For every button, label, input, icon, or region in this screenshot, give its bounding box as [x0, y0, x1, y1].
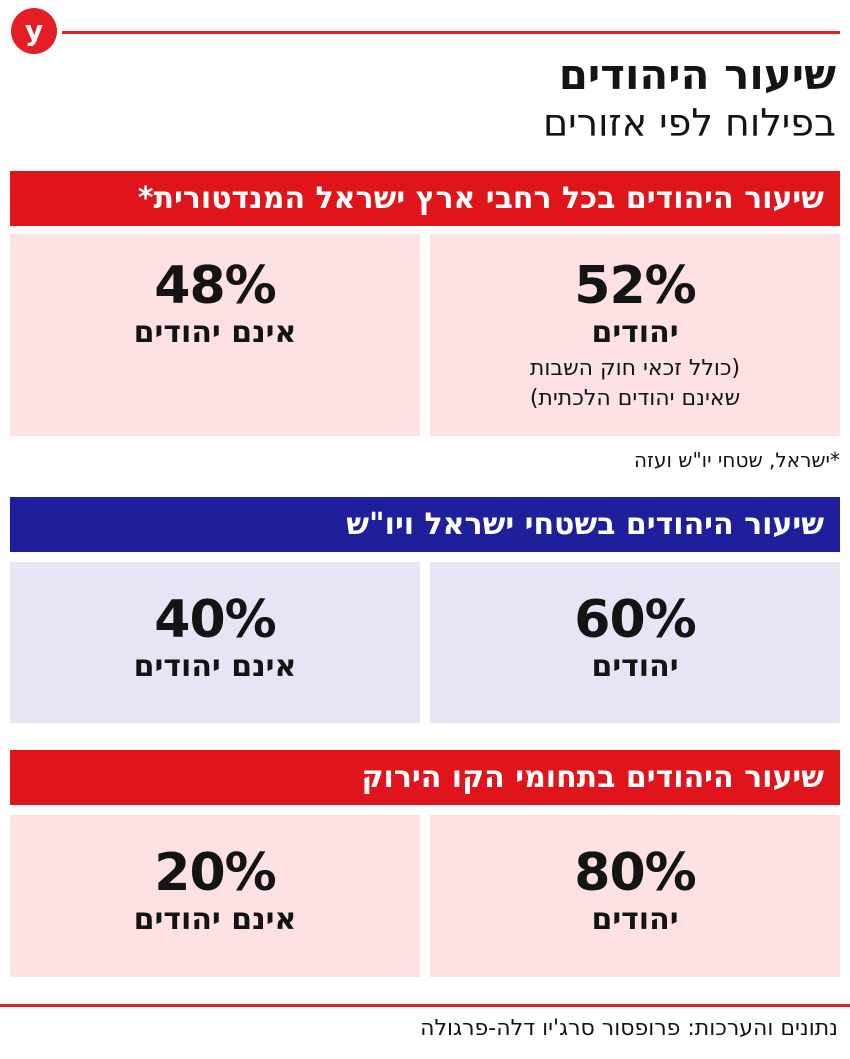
card-jews-israel-west-bank: 60% יהודים — [430, 562, 840, 723]
percent-value: 40% — [154, 590, 276, 650]
section-header-mandatory-palestine: שיעור היהודים בכל רחבי ארץ ישראל המנדטור… — [10, 171, 840, 226]
group-label: אינם יהודים — [133, 902, 297, 937]
note-line-1: (כולל זכאי חוק השבות — [529, 356, 741, 381]
percent-value: 20% — [154, 843, 276, 903]
group-label: יהודים — [591, 649, 679, 684]
card-non-jews-mandatory: 48% אינם יהודים — [10, 234, 420, 436]
section-header-israel-west-bank: שיעור היהודים בשטחי ישראל ויו"ש — [10, 497, 840, 552]
note-line-2: שאינם יהודים הלכתית) — [529, 386, 741, 411]
section-header-green-line: שיעור היהודים בתחומי הקו הירוק — [10, 750, 840, 805]
section-title: שיעור היהודים בשטחי ישראל ויו"ש — [346, 507, 824, 542]
card-non-jews-israel-west-bank: 40% אינם יהודים — [10, 562, 420, 723]
percent-value: 48% — [154, 256, 276, 316]
source-credit: נתונים והערכות: פרופסור סרג'יו דלה-פרגול… — [420, 1016, 838, 1041]
card-jews-mandatory: 52% יהודים (כולל זכאי חוק השבות שאינם יה… — [430, 234, 840, 436]
section-title: שיעור היהודים בתחומי הקו הירוק — [361, 760, 824, 795]
group-label: אינם יהודים — [133, 315, 297, 350]
footnote: *ישראל, שטחי יו"ש ועזה — [633, 448, 840, 472]
section-title: שיעור היהודים בכל רחבי ארץ ישראל המנדטור… — [137, 181, 824, 216]
ynet-logo: y — [11, 8, 57, 54]
percent-value: 60% — [574, 590, 696, 650]
card-jews-green-line: 80% יהודים — [430, 815, 840, 977]
group-label: יהודים — [591, 902, 679, 937]
card-non-jews-green-line: 20% אינם יהודים — [10, 815, 420, 977]
percent-value: 80% — [574, 843, 696, 903]
bottom-divider — [0, 1004, 850, 1007]
page-subtitle: בפילוח לפי אזורים — [542, 101, 836, 145]
top-divider — [62, 31, 840, 34]
group-label: אינם יהודים — [133, 649, 297, 684]
percent-value: 52% — [574, 256, 696, 316]
group-label: יהודים — [591, 315, 679, 350]
page-title: שיעור היהודים — [558, 50, 836, 99]
